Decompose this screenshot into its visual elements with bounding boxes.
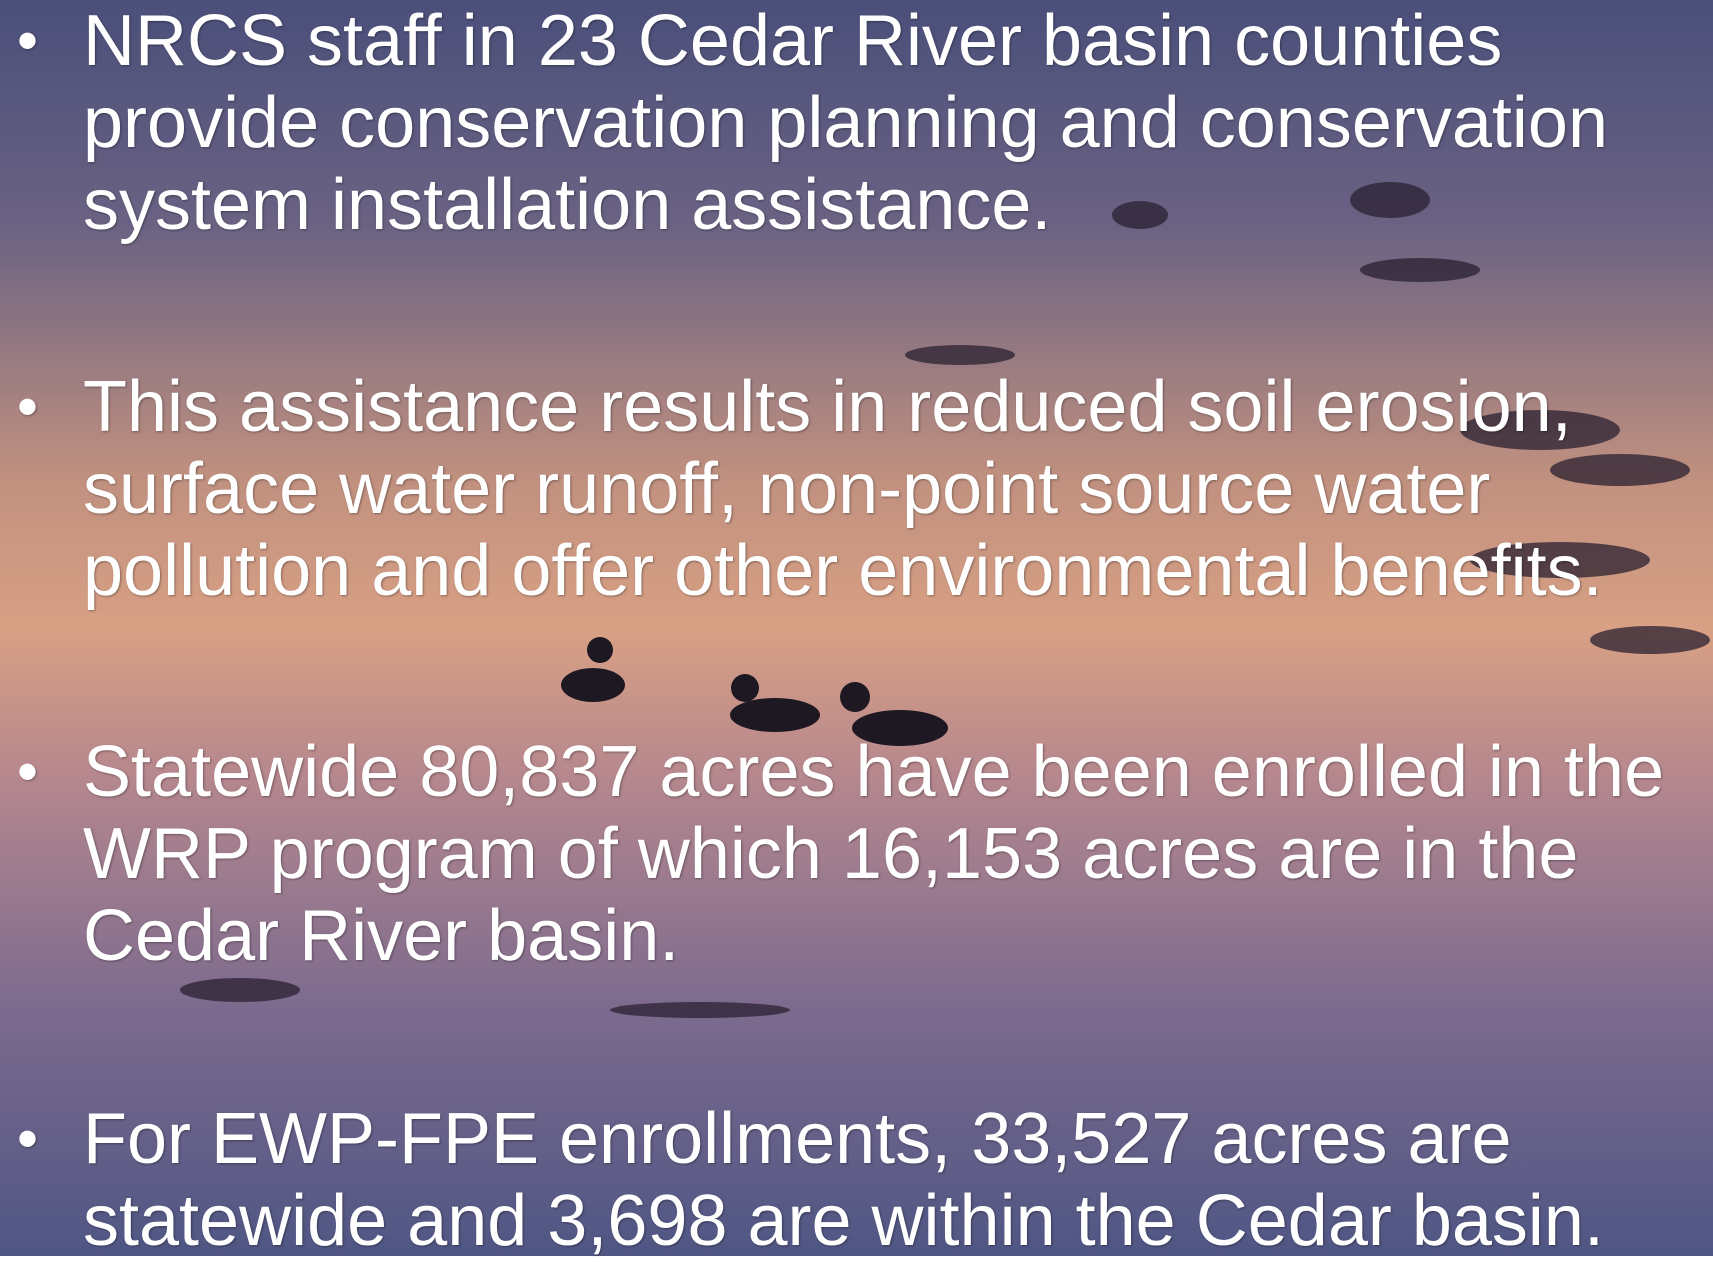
bullet: This assistance results in reduced soil …: [83, 366, 1713, 612]
slide: NRCS staff in 23 Cedar River basin count…: [0, 0, 1713, 1256]
bullet: For EWP-FPE enrollments, 33,527 acres ar…: [83, 1098, 1713, 1262]
bullet: NRCS staff in 23 Cedar River basin count…: [83, 0, 1713, 246]
bullet: Statewide 80,837 acres have been enrolle…: [83, 731, 1713, 977]
